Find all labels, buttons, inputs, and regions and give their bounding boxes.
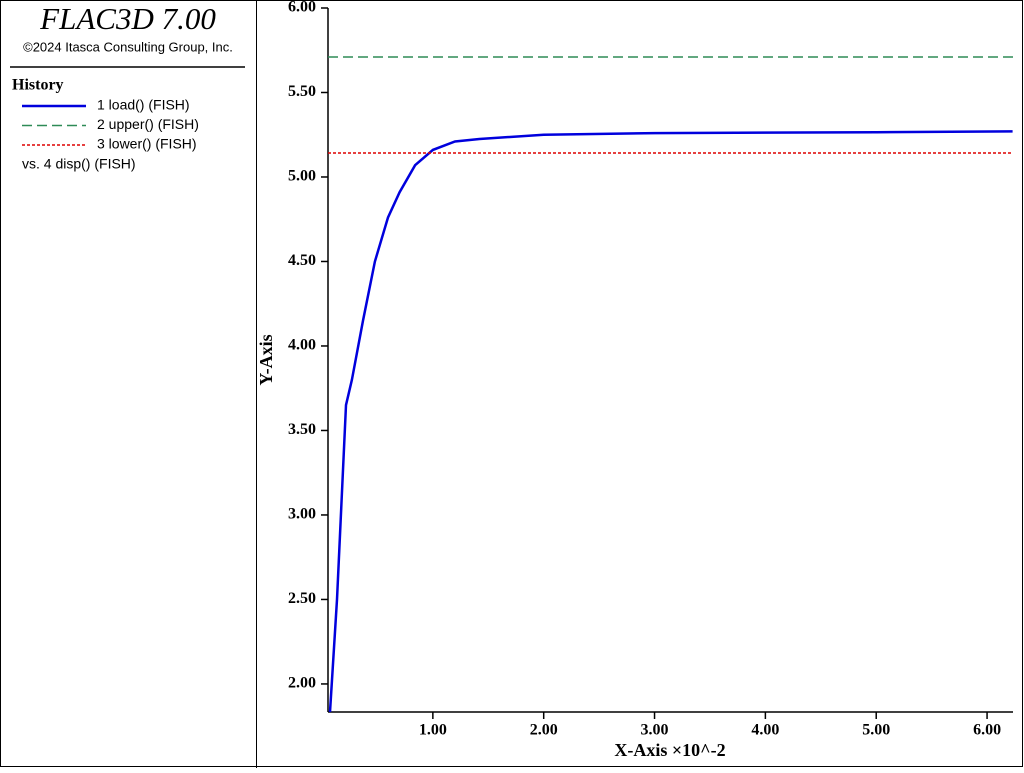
x-tick-label: 5.00 xyxy=(862,722,890,739)
legend-note: vs. 4 disp() (FISH) xyxy=(22,156,136,172)
y-tick-label: 5.50 xyxy=(288,83,316,100)
y-tick-label: 5.00 xyxy=(288,168,316,185)
series-line xyxy=(328,130,1013,713)
x-tick-label: 1.00 xyxy=(419,722,447,739)
y-tick-label: 4.50 xyxy=(288,252,316,269)
x-tick-label: 3.00 xyxy=(641,722,669,739)
y-axis-label: Y-Axis xyxy=(256,334,276,385)
y-tick-label: 3.50 xyxy=(288,421,316,438)
legend-label: 2 upper() (FISH) xyxy=(97,116,199,132)
program-title: FLAC3D 7.00 xyxy=(39,1,216,36)
x-tick-label: 6.00 xyxy=(973,722,1001,739)
y-tick-label: 2.50 xyxy=(288,590,316,607)
legend-title: History xyxy=(12,77,64,94)
x-tick-label: 4.00 xyxy=(751,722,779,739)
x-tick-label: 2.00 xyxy=(530,722,558,739)
copyright: ©2024 Itasca Consulting Group, Inc. xyxy=(23,39,233,54)
legend-label: 1 load() (FISH) xyxy=(97,97,190,113)
y-tick-label: 3.00 xyxy=(288,506,316,523)
legend-label: 3 lower() (FISH) xyxy=(97,136,197,152)
x-axis-label: X-Axis ×10^-2 xyxy=(614,740,725,760)
y-tick-label: 2.00 xyxy=(288,675,316,692)
y-tick-label: 6.00 xyxy=(288,0,316,16)
y-tick-label: 4.00 xyxy=(288,337,316,354)
